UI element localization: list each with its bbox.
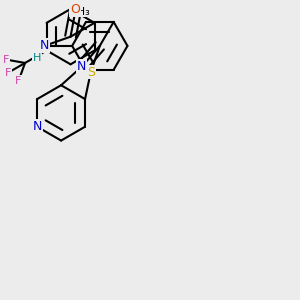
Text: CH₃: CH₃ (70, 7, 90, 17)
Text: S: S (87, 65, 95, 79)
Text: F: F (5, 68, 11, 78)
Text: H: H (32, 53, 41, 63)
Text: F: F (3, 55, 9, 64)
Text: F: F (15, 76, 22, 86)
Text: N: N (32, 120, 42, 133)
Text: N: N (40, 39, 49, 52)
Text: N: N (77, 60, 86, 73)
Text: O: O (71, 3, 81, 16)
